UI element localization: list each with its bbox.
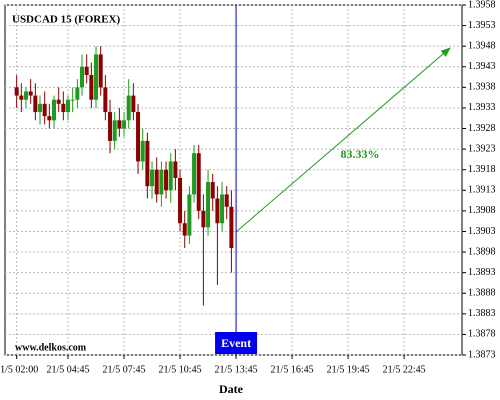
event-box bbox=[215, 332, 258, 354]
y-tick-label: 1.3893 bbox=[468, 267, 496, 278]
candle-body bbox=[164, 169, 169, 191]
candle-body bbox=[173, 161, 178, 178]
candle-body bbox=[52, 99, 57, 121]
candle-body bbox=[98, 54, 103, 88]
candle-body bbox=[220, 194, 225, 224]
candle-body bbox=[196, 153, 201, 211]
candle-body bbox=[38, 103, 43, 113]
candle-body bbox=[206, 182, 211, 228]
chart-title: USDCAD 15 (FOREX) bbox=[12, 14, 121, 26]
candle-body bbox=[94, 54, 99, 100]
candle-body bbox=[168, 161, 173, 191]
candle-body bbox=[201, 210, 206, 228]
candle-body bbox=[66, 99, 71, 113]
x-tick-label: 21/5 07:45 bbox=[103, 364, 146, 375]
candle-body bbox=[19, 95, 24, 100]
candle-body bbox=[56, 99, 61, 104]
y-tick-label: 1.3888 bbox=[468, 288, 496, 299]
x-tick-label: 21/5 16:45 bbox=[271, 364, 314, 375]
candle-body bbox=[192, 153, 197, 195]
watermark: www.delkos.com bbox=[15, 342, 87, 353]
y-tick-label: 1.3903 bbox=[468, 226, 496, 237]
y-tick-label: 1.3913 bbox=[468, 185, 496, 196]
candle-body bbox=[215, 198, 220, 224]
y-tick-label: 1.3883 bbox=[468, 308, 496, 319]
y-tick-label: 1.3933 bbox=[468, 102, 496, 113]
y-tick-label: 1.3958 bbox=[468, 0, 496, 10]
candle-body bbox=[14, 87, 19, 96]
x-tick-label: 21/5 02:00 bbox=[0, 364, 38, 375]
y-tick-label: 1.3898 bbox=[468, 246, 496, 257]
y-tick-label: 1.3918 bbox=[468, 164, 496, 175]
candle-body bbox=[210, 182, 215, 199]
candle-body bbox=[75, 87, 80, 100]
y-tick-label: 1.3938 bbox=[468, 82, 496, 93]
candle-body bbox=[70, 99, 75, 101]
candle-body bbox=[229, 206, 234, 248]
candle-body bbox=[61, 103, 66, 113]
candle-body bbox=[150, 169, 155, 187]
candle-body bbox=[47, 116, 52, 121]
y-tick-label: 1.3943 bbox=[468, 61, 496, 72]
y-tick-label: 1.3878 bbox=[468, 329, 496, 340]
candle-body bbox=[80, 66, 85, 88]
candle-body bbox=[131, 95, 136, 113]
candle-body bbox=[84, 66, 89, 75]
plot-area bbox=[4, 4, 463, 356]
candle-body bbox=[89, 75, 94, 100]
event-label: Event bbox=[221, 336, 251, 350]
candle-body bbox=[187, 194, 192, 236]
candle-body bbox=[159, 169, 164, 195]
forecast-arrow bbox=[235, 47, 451, 233]
candle-body bbox=[154, 169, 159, 195]
candle-body bbox=[28, 91, 33, 96]
y-tick-label: 1.3948 bbox=[468, 40, 496, 51]
y-tick-label: 1.3873 bbox=[468, 349, 496, 360]
candle-body bbox=[122, 120, 127, 129]
candle-body bbox=[33, 95, 38, 113]
candle-body bbox=[112, 120, 117, 141]
y-tick-label: 1.3908 bbox=[468, 205, 496, 216]
candle-body bbox=[136, 112, 141, 162]
candle-body bbox=[224, 194, 229, 207]
candle-body bbox=[145, 140, 150, 187]
candle-body bbox=[182, 223, 187, 236]
y-tick-label: 1.3923 bbox=[468, 143, 496, 154]
candle-body bbox=[24, 91, 29, 100]
candle-body bbox=[126, 95, 131, 121]
x-tick-label: 21/5 10:45 bbox=[159, 364, 202, 375]
candle-body bbox=[103, 87, 108, 113]
candle-body bbox=[117, 120, 122, 129]
candle-body bbox=[108, 112, 113, 141]
candle-body bbox=[178, 177, 183, 224]
x-tick-label: 21/5 19:45 bbox=[327, 364, 370, 375]
candle-body bbox=[42, 103, 47, 117]
x-tick-label: 21/5 22:45 bbox=[383, 364, 426, 375]
x-axis-label: Date bbox=[219, 382, 244, 396]
y-tick-label: 1.3928 bbox=[468, 123, 496, 134]
x-tick-label: 21/5 04:45 bbox=[46, 364, 89, 375]
x-tick-label: 21/5 13:45 bbox=[215, 364, 258, 375]
candle-body bbox=[140, 140, 145, 162]
annotation: 83.33% bbox=[341, 147, 380, 161]
y-tick-label: 1.3953 bbox=[468, 20, 496, 31]
